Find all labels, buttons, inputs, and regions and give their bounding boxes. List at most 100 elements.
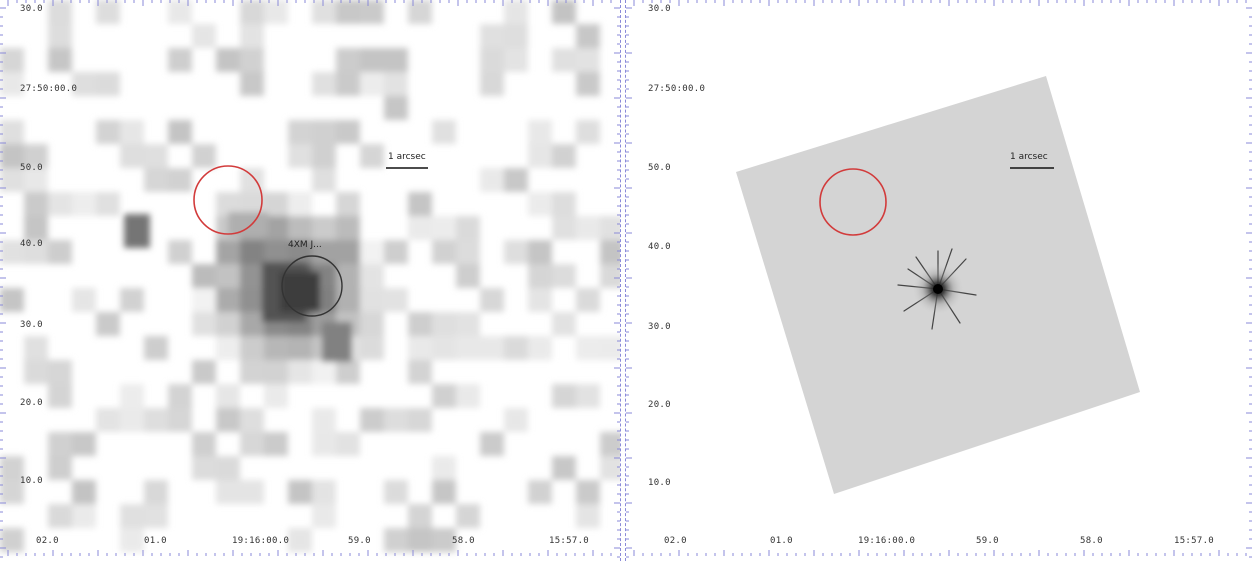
xray-pixel — [408, 408, 432, 432]
xray-pixel — [528, 264, 552, 288]
xray-pixel — [360, 336, 384, 360]
xray-pixel — [240, 288, 264, 312]
xray-pixel — [96, 0, 120, 24]
xray-pixel — [432, 384, 456, 408]
xray-pixel — [360, 72, 384, 96]
xray-pixel — [600, 456, 620, 480]
xray-pixel — [48, 360, 72, 384]
xray-pixel — [192, 264, 216, 288]
xray-pixel — [528, 192, 552, 216]
xray-pixel — [264, 384, 288, 408]
xray-pixel — [408, 504, 432, 528]
xray-pixel — [312, 408, 336, 432]
xray-pixel — [600, 216, 620, 240]
xray-pixel — [576, 384, 600, 408]
xray-pixel — [72, 504, 96, 528]
xray-pixel — [432, 528, 456, 552]
xray-pixel — [240, 432, 264, 456]
xray-pixel — [240, 360, 264, 384]
xray-pixel — [168, 384, 192, 408]
xray-pixel — [552, 384, 576, 408]
xray-pixel — [72, 192, 96, 216]
xray-pixel — [312, 480, 336, 504]
xray-pixel — [360, 144, 384, 168]
xray-pixel — [192, 312, 216, 336]
xray-pixel — [312, 72, 336, 96]
star-core — [933, 284, 943, 294]
panel-divider — [620, 0, 626, 561]
xray-pixel — [312, 144, 336, 168]
xray-pixel — [216, 240, 240, 264]
xray-pixel — [576, 288, 600, 312]
xray-pixel — [552, 192, 576, 216]
xray-pixel — [336, 72, 360, 96]
xray-pixel — [456, 384, 480, 408]
xray-pixel — [360, 48, 384, 72]
xray-pixel — [240, 408, 264, 432]
xray-pixel — [456, 504, 480, 528]
xray-pixel — [240, 264, 264, 288]
xray-pixel — [336, 240, 360, 264]
right-y-tick-7: 10.0 — [648, 478, 671, 488]
xray-pixel — [168, 48, 192, 72]
xray-pixel — [288, 336, 312, 360]
xray-pixel — [480, 336, 504, 360]
xray-pixel — [432, 120, 456, 144]
right-x-tick-3: 19:16:00.0 — [858, 536, 916, 546]
xray-pixel — [408, 336, 432, 360]
xray-pixel — [576, 480, 600, 504]
xray-pixel — [240, 72, 264, 96]
xray-pixel — [168, 168, 192, 192]
xray-pixel — [24, 216, 48, 240]
xray-pixel — [336, 216, 360, 240]
xray-pixel — [336, 360, 360, 384]
xray-pixel — [216, 312, 240, 336]
xray-pixel — [264, 240, 288, 264]
xray-pixel — [144, 144, 168, 168]
xray-pixel — [336, 288, 360, 312]
xray-pixel — [216, 264, 240, 288]
xray-pixel — [120, 384, 144, 408]
xray-pixel — [72, 288, 96, 312]
xray-pixel — [432, 312, 456, 336]
xray-pixel — [240, 336, 264, 360]
xray-pixel — [0, 120, 24, 144]
xray-pixel — [384, 528, 408, 552]
xray-pixel — [456, 216, 480, 240]
xray-pixel — [288, 120, 312, 144]
xray-pixel — [168, 240, 192, 264]
left-x-tick-1: 02.0 — [36, 536, 59, 546]
xray-pixel — [480, 72, 504, 96]
left-source-label: 4XM J... — [288, 240, 322, 250]
xray-pixel — [480, 168, 504, 192]
xray-pixel — [576, 48, 600, 72]
xray-pixel — [408, 312, 432, 336]
xray-pixel — [288, 360, 312, 384]
xray-pixel — [240, 312, 264, 336]
xray-pixel — [24, 192, 48, 216]
left-x-tick-6: 15:57.0 — [549, 536, 590, 546]
xray-pixel — [0, 72, 24, 96]
xray-pixel — [504, 48, 528, 72]
xray-pixel — [312, 432, 336, 456]
xray-pixel — [216, 288, 240, 312]
xray-pixel — [120, 504, 144, 528]
left-scale-bar-label: 1 arcsec — [388, 152, 426, 162]
right-x-tick-5: 58.0 — [1080, 536, 1103, 546]
xray-pixel — [552, 312, 576, 336]
xray-pixel — [0, 48, 24, 72]
xray-pixel — [240, 240, 264, 264]
xray-pixel — [96, 120, 120, 144]
xray-pixel — [360, 0, 384, 24]
xray-pixel — [528, 480, 552, 504]
xray-pixel — [504, 0, 528, 24]
xray-pixel — [360, 312, 384, 336]
xray-pixel — [384, 96, 408, 120]
left-y-tick-7: 10.0 — [20, 476, 43, 486]
xray-pixel — [120, 288, 144, 312]
xray-pixel — [96, 192, 120, 216]
xray-pixel — [144, 168, 168, 192]
xray-pixel — [600, 264, 620, 288]
xray-pixel — [0, 456, 24, 480]
xray-pixel — [216, 480, 240, 504]
